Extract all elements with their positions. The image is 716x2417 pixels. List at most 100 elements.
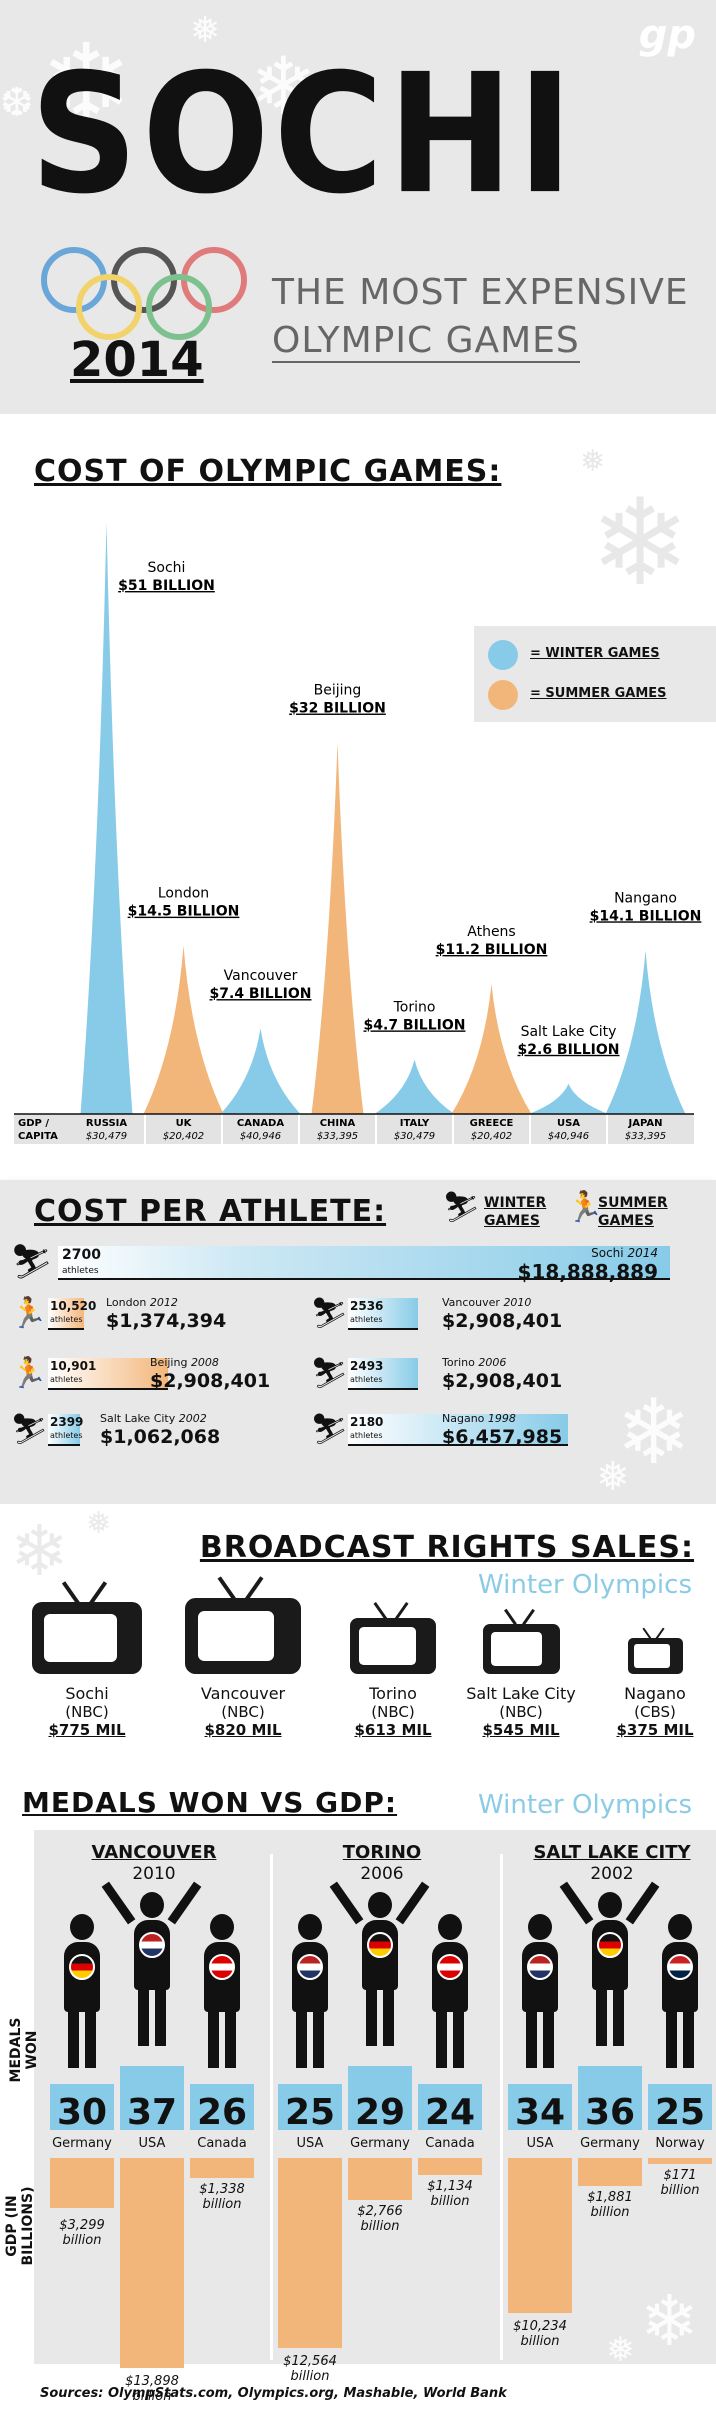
gdp-bar [278,2158,342,2348]
broadcast-item: Nagano (CBS) $375 MIL [585,1684,716,1739]
athlete-figure-icon [58,1904,106,2080]
athlete-figure-icon [101,1881,202,2062]
flag-medal-icon [69,1954,95,1980]
cost-chart: GDP / CAPITA Sochi $51 BILLION RUSSIA $30,479… [14,522,701,1144]
runner-icon: 🏃 [10,1296,48,1331]
legend-summer-games: SUMMER GAMES [598,1195,668,1229]
broadcast-amount: $545 MIL [482,1721,560,1739]
cost-city-label: Salt Lake City [521,1024,617,1040]
legend-winter-swatch [488,640,518,670]
flag-medal-icon [667,1954,693,1980]
cost-value-label: $14.5 BILLION [128,904,240,920]
medal-country: Germany [580,2136,640,2151]
athlete-games-label: Salt Lake City 2002 [100,1412,207,1425]
snowflake-icon: ❅ [606,2330,635,2370]
medals-heading: MEDALS WON VS GDP: [22,1786,398,1819]
broadcast-heading: BROADCAST RIGHTS SALES: [199,1530,694,1565]
gdp-value: $30,479 [394,1131,435,1142]
gdp-value-label: $1,134 billion [427,2179,473,2210]
gdp-bar [578,2158,642,2187]
broadcast-network: (NBC) [499,1703,543,1721]
page-title: SOCHI [30,39,577,231]
podium-block [278,2084,342,2130]
athlete-bar [58,1246,670,1280]
broadcast-city: Salt Lake City [466,1684,576,1703]
medal-count: 24 [424,2092,476,2133]
medals-subheading: Winter Olympics [478,1790,692,1820]
snowflake-icon: ❄ [640,2280,699,2362]
medal-count: 25 [654,2092,706,2133]
snowflake-icon: ❄ [616,1380,692,1485]
gdp-bar [648,2158,712,2164]
broadcast-item: Vancouver (NBC) $820 MIL [173,1684,313,1739]
athlete-count: 10,520 athletes [50,1299,97,1324]
gdp-value: $33,395 [625,1131,666,1142]
snowflake-icon: ❄ [10,1510,69,1592]
athlete-figure-icon [426,1904,474,2080]
gdp-bar [348,2158,412,2200]
medal-game-year: 2010 [132,1864,176,1884]
snowflake-icon: ❅ [580,444,606,479]
gdp-value-label: $1,338 billion [199,2182,245,2213]
broadcast-item: Salt Lake City (NBC) $545 MIL [451,1684,591,1739]
gdp-value-label: $1,881 billion [587,2190,633,2221]
medal-country: USA [296,2136,324,2151]
cost-city-label: Torino [393,999,436,1015]
broadcast-network: (NBC) [221,1703,265,1721]
athlete-count: 2536 athletes [350,1299,384,1324]
cost-city-label: Beijing [314,683,362,699]
gdp-row [14,1114,694,1144]
athlete-games-label: Vancouver 2010 [442,1296,532,1309]
gdp-axis-label: GDP (IN BILLIONS) [4,2186,36,2266]
medal-count: 29 [354,2092,406,2133]
podium-block [648,2084,712,2130]
athlete-cost: $1,374,394 [106,1310,227,1332]
medal-count: 37 [126,2092,178,2133]
runner-icon: 🏃 [566,1190,604,1225]
flag-medal-icon [437,1954,463,1980]
podium-block [120,2066,184,2130]
medal-country: USA [526,2136,554,2151]
athlete-row: ⛷ 2536 athletes Vancouver 2010 $2,908,401 [310,1292,610,1338]
legend-summer-label: = SUMMER GAMES [530,686,667,701]
tv-icon [350,1601,436,1674]
athlete-cost: $2,908,401 [442,1370,563,1392]
broadcast-item: Torino (NBC) $613 MIL [323,1684,463,1739]
athlete-count: 2493 athletes [350,1359,384,1384]
podium-block [348,2066,412,2130]
medals-axis-label: MEDALS WON [8,2017,40,2083]
cost-city-label: Athens [467,924,515,940]
skier-icon: ⛷ [442,1190,481,1225]
cost-bar [220,1028,301,1114]
athlete-figure-icon [656,1904,704,2080]
cost-section: COST OF OLYMPIC GAMES: ❄ ❅ = WINTER GAME… [0,414,716,1154]
year-label: 2014 [70,332,204,388]
divider [270,1854,273,2360]
athlete-games-label: Nagano 1998 [442,1412,516,1425]
country-label: GREECE [470,1118,514,1129]
broadcast-city: Torino [369,1684,417,1703]
podium-block [190,2084,254,2130]
athlete-count: 2180 athletes [350,1415,384,1440]
athlete-cost: $1,062,068 [100,1426,221,1448]
medal-count: 30 [56,2092,108,2133]
subtitle-line-1: THE MOST EXPENSIVE [272,272,689,313]
sources: Sources: OlympStats.com, Olympics.org, M… [40,2386,507,2401]
athlete-figure-icon [286,1904,334,2080]
gdp-value: $40,946 [240,1131,281,1142]
medal-country: Norway [655,2136,705,2151]
flag-medal-icon [597,1932,623,1958]
athlete-cost: $2,908,401 [150,1370,271,1392]
athlete-row: ⛷ 2180 athletes Nagano 1998 $6,457,985 [310,1408,610,1454]
medal-game-city: VANCOUVER [91,1842,217,1863]
broadcast-amount: $820 MIL [204,1721,282,1739]
cost-value-label: $11.2 BILLION [436,942,548,958]
medal-game-year: 2006 [360,1864,404,1884]
cost-bar [311,742,364,1114]
gdp-value: $40,946 [548,1131,589,1142]
snowflake-icon: ❅ [86,1506,112,1541]
cost-value-label: $7.4 BILLION [210,986,312,1002]
flag-medal-icon [297,1954,323,1980]
cost-bar [451,983,532,1114]
skier-icon: ⛷ [10,1412,49,1447]
